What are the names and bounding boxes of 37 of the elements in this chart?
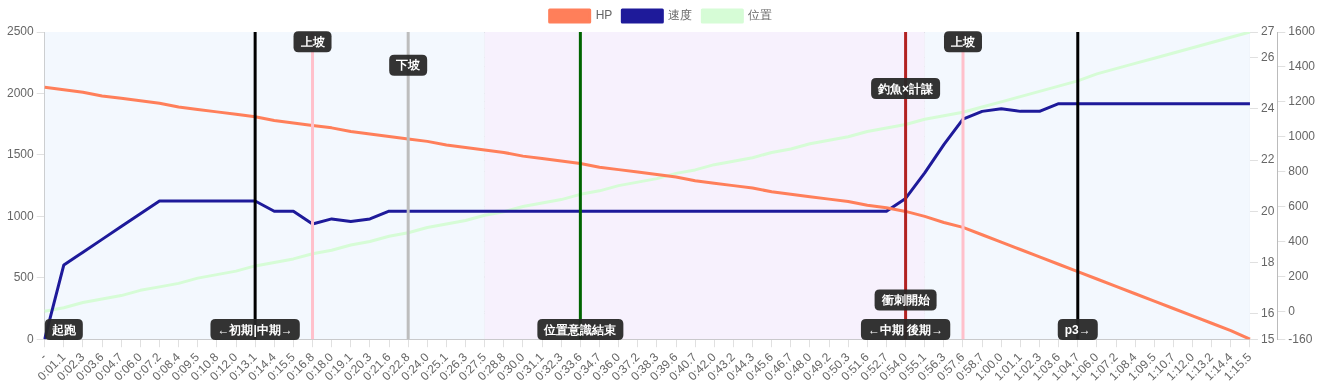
y2-tick-label: 27 bbox=[1260, 24, 1275, 39]
y-tick-label: 2500 bbox=[6, 24, 35, 39]
y2-tick-label: 15 bbox=[1260, 331, 1275, 346]
annotation: 位置意識結束 bbox=[543, 322, 617, 337]
annotation: 下坡 bbox=[395, 58, 422, 73]
annotation: 上坡 bbox=[299, 35, 326, 50]
y-tick-label: 1500 bbox=[6, 147, 35, 162]
y3-tick-label: 400 bbox=[1288, 233, 1309, 248]
y2-tick-label: 26 bbox=[1260, 49, 1275, 64]
y3-tick-label: 1000 bbox=[1288, 129, 1316, 144]
y3-tick-label: 800 bbox=[1288, 163, 1309, 178]
y3-tick-label: 0 bbox=[1288, 303, 1296, 318]
legend-label: HP bbox=[595, 8, 613, 23]
y-tick-label: 1000 bbox=[6, 208, 35, 223]
annotation: 上坡 bbox=[949, 35, 976, 50]
y3-tick-label: -160 bbox=[1288, 331, 1313, 346]
y2-tick-label: 22 bbox=[1260, 152, 1275, 167]
y-tick-label: 0 bbox=[27, 331, 35, 346]
y-tick-label: 500 bbox=[13, 270, 35, 285]
y3-tick-label: 600 bbox=[1288, 198, 1309, 213]
y3-tick-label: 1400 bbox=[1288, 59, 1316, 74]
y3-tick-label: 200 bbox=[1288, 268, 1309, 283]
annotation: p3→ bbox=[1064, 322, 1091, 337]
y2-tick-label: 18 bbox=[1260, 254, 1275, 269]
annotation: 釣魚×計謀 bbox=[877, 81, 935, 96]
annotation: ←初期|中期→ bbox=[217, 322, 293, 337]
y3-tick-label: 1600 bbox=[1288, 24, 1316, 39]
annotation: ←中期 後期→ bbox=[867, 322, 944, 337]
y2-tick-label: 20 bbox=[1260, 203, 1275, 218]
y3-tick-label: 1200 bbox=[1288, 94, 1316, 109]
y2-tick-label: 24 bbox=[1260, 101, 1275, 116]
y2-tick-label: 16 bbox=[1260, 305, 1275, 320]
y-tick-label: 2000 bbox=[6, 85, 35, 100]
legend-label: 速度 bbox=[668, 8, 693, 23]
annotation: 衝刺開始 bbox=[880, 293, 931, 308]
annotation: 起跑 bbox=[50, 322, 77, 337]
legend-label: 位置 bbox=[748, 8, 773, 23]
